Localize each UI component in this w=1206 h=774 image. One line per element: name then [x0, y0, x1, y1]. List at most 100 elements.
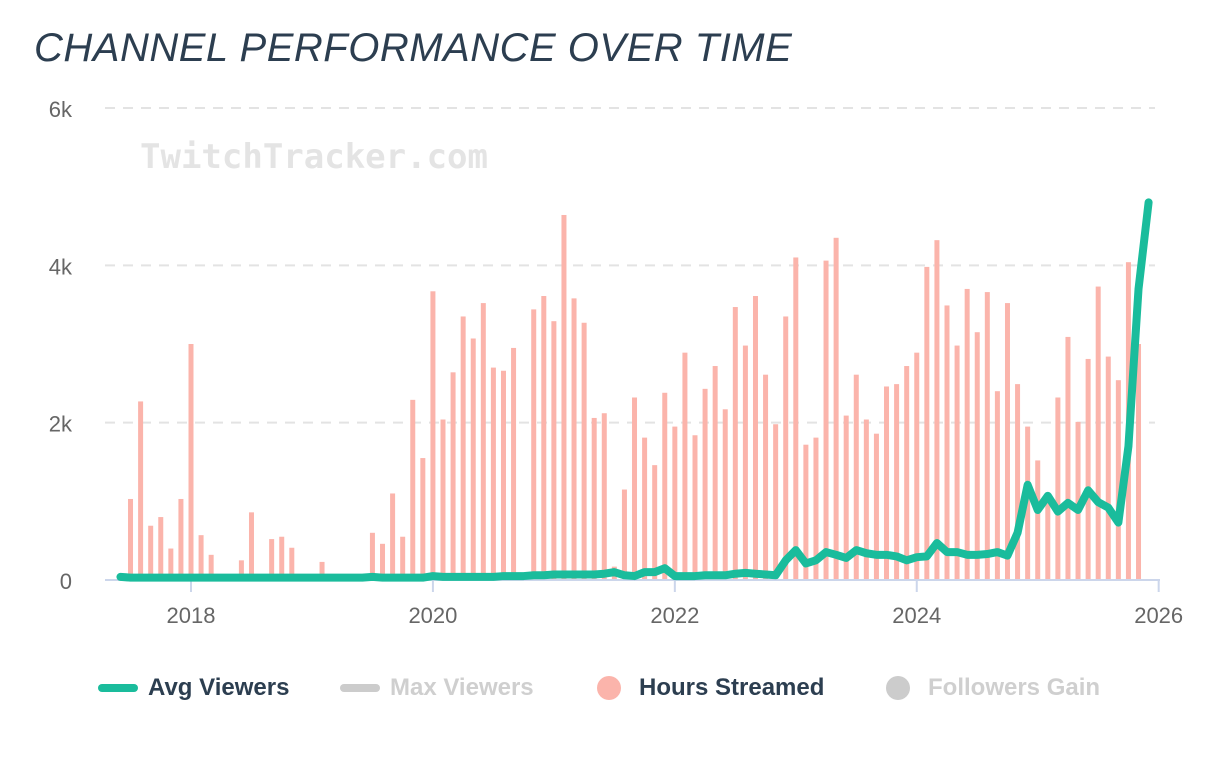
bar-hours-streamed	[1065, 336, 1071, 580]
legend-label: Followers Gain	[928, 674, 1101, 701]
bar-hours-streamed	[843, 415, 849, 580]
y-tick-label: 4k	[49, 254, 73, 279]
legend-item-avg-viewers[interactable]: Avg Viewers	[98, 674, 289, 702]
bar-hours-streamed	[541, 296, 547, 580]
bar-hours-streamed	[652, 465, 658, 580]
bar-hours-streamed	[944, 305, 950, 580]
bar-hours-streamed	[682, 352, 688, 580]
bar-hours-streamed	[238, 560, 244, 580]
bar-hours-streamed	[410, 399, 416, 580]
bar-hours-streamed	[208, 554, 214, 580]
bar-hours-streamed	[994, 391, 1000, 580]
bar-hours-streamed	[420, 458, 426, 580]
bar-hours-streamed	[752, 296, 758, 580]
watermark: TwitchTracker.com	[140, 137, 488, 177]
y-tick-label: 6k	[49, 97, 73, 122]
bar-hours-streamed	[1045, 501, 1051, 580]
bar-hours-streamed	[763, 374, 769, 580]
bar-hours-streamed	[1004, 303, 1010, 580]
legend-label: Avg Viewers	[148, 674, 290, 701]
y-tick-label: 0	[60, 569, 72, 594]
legend-item-hours-streamed[interactable]: Hours Streamed	[597, 674, 824, 702]
x-tick-label: 2020	[408, 603, 457, 628]
bar-hours-streamed	[511, 347, 517, 580]
bar-hours-streamed	[974, 332, 980, 580]
bar-hours-streamed	[863, 419, 869, 580]
bar-hours-streamed	[732, 307, 738, 580]
bar-hours-streamed	[138, 401, 144, 580]
bar-hours-streamed	[128, 498, 134, 580]
legend-label: Hours Streamed	[639, 674, 825, 701]
bar-hours-streamed	[642, 437, 648, 580]
bar-hours-streamed	[289, 547, 295, 580]
bar-hours-streamed	[672, 426, 678, 580]
bar-hours-streamed	[168, 548, 174, 580]
bar-hours-streamed	[793, 257, 799, 580]
bar-hours-streamed	[984, 292, 990, 580]
bar-hours-streamed	[894, 384, 900, 580]
bar-hours-streamed	[470, 338, 476, 580]
bar-hours-streamed	[430, 291, 436, 580]
bar-hours-streamed	[1115, 380, 1121, 580]
bar-hours-streamed	[480, 303, 486, 580]
bar-hours-streamed	[248, 512, 254, 580]
bar-hours-streamed	[934, 240, 940, 580]
legend-item-max-viewers[interactable]: Max Viewers	[340, 674, 534, 702]
bar-hours-streamed	[450, 372, 456, 580]
bar-hours-streamed	[601, 413, 607, 580]
bar-hours-streamed	[833, 237, 839, 581]
bar-hours-streamed	[581, 322, 587, 580]
bar-hours-streamed	[692, 435, 698, 580]
bar-hours-streamed	[924, 266, 930, 580]
x-tick-label: 2026	[1134, 603, 1183, 628]
legend-label: Max Viewers	[390, 674, 534, 701]
bar-hours-streamed	[490, 367, 496, 580]
bar-hours-streamed	[773, 424, 779, 580]
bar-hours-streamed	[702, 388, 708, 580]
bar-hours-streamed	[1105, 356, 1111, 580]
chart-title: CHANNEL PERFORMANCE OVER TIME	[34, 26, 793, 70]
bar-hours-streamed	[884, 386, 890, 580]
chart-plot: TwitchTracker.com 0 2k 4k 6k 2018 2020 2022 202…	[49, 97, 1183, 628]
bar-hours-streamed	[591, 417, 597, 580]
bar-hours-streamed	[1055, 397, 1061, 580]
bar-hours-streamed	[460, 316, 466, 580]
bar-hours-streamed	[561, 214, 567, 580]
bar-hours-streamed	[803, 444, 809, 580]
bar-hours-streamed	[319, 561, 325, 580]
bar-hours-streamed	[198, 535, 204, 580]
bar-hours-streamed	[742, 345, 748, 580]
bar-hours-streamed	[1035, 460, 1041, 580]
bar-hours-streamed	[279, 536, 285, 580]
dot-swatch-icon	[886, 676, 910, 700]
bar-hours-streamed	[380, 543, 386, 580]
bar-hours-streamed	[662, 392, 668, 580]
x-tick-label: 2018	[167, 603, 216, 628]
line-swatch-icon	[98, 684, 138, 692]
bar-hours-streamed	[632, 397, 638, 580]
bar-hours-streamed	[914, 352, 920, 580]
bar-hours-streamed	[500, 370, 506, 580]
bar-hours-streamed	[369, 532, 375, 580]
x-tick-label: 2024	[892, 603, 941, 628]
bar-hours-streamed	[178, 498, 184, 580]
dot-swatch-icon	[597, 676, 621, 700]
bar-hours-streamed	[400, 536, 406, 580]
bar-hours-streamed	[148, 525, 154, 580]
x-tick-label: 2022	[650, 603, 699, 628]
bar-hours-streamed	[551, 321, 557, 580]
bar-hours-streamed	[873, 433, 879, 580]
bar-hours-streamed	[1085, 358, 1091, 580]
bar-hours-streamed	[813, 437, 819, 580]
legend-item-followers-gain[interactable]: Followers Gain	[886, 674, 1100, 702]
bar-hours-streamed	[269, 539, 275, 580]
bar-hours-streamed	[621, 489, 627, 580]
bar-hours-streamed	[1015, 384, 1021, 580]
y-tick-label: 2k	[49, 412, 73, 437]
bar-hours-streamed	[904, 366, 910, 580]
bar-hours-streamed	[440, 419, 446, 580]
bar-hours-streamed	[853, 374, 859, 580]
bar-hours-streamed	[571, 298, 577, 580]
bar-hours-streamed	[1075, 421, 1081, 580]
bar-hours-streamed	[390, 493, 396, 580]
